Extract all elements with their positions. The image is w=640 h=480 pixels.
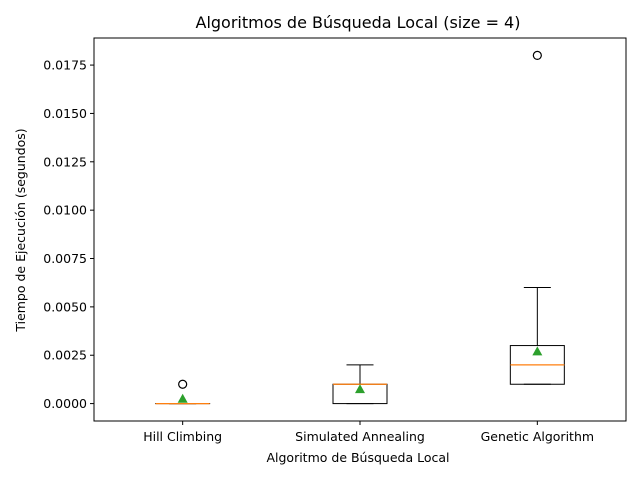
x-axis-label: Algoritmo de Búsqueda Local: [266, 450, 449, 465]
y-tick-label: 0.0175: [43, 58, 87, 73]
y-axis-label: Tiempo de Ejecución (segundos): [13, 128, 28, 332]
y-tick-label: 0.0025: [43, 348, 87, 363]
outlier-point: [532, 50, 542, 61]
y-tick-label: 0.0100: [43, 203, 87, 218]
chart-title: Algoritmos de Búsqueda Local (size = 4): [196, 13, 521, 32]
x-tick-label: Genetic Algorithm: [481, 429, 594, 444]
mean-marker: [355, 384, 365, 394]
mean-marker: [532, 346, 543, 356]
y-tick-label: 0.0125: [43, 154, 87, 169]
axes-frame: [93, 37, 627, 422]
x-tick-label: Hill Climbing: [143, 429, 222, 444]
plot-area: 0.0000 0.0025 0.0050 0.0075 0.0100 0.0125 0.01…: [43, 37, 627, 444]
y-tick-label: 0.0150: [43, 106, 87, 121]
y-tick-label: 0.0050: [43, 299, 87, 314]
y-tick-label: 0.0075: [43, 251, 87, 266]
y-tick-label: 0.0000: [43, 396, 87, 411]
x-tick-label: Simulated Annealing: [295, 429, 425, 444]
outlier-point: [178, 379, 188, 389]
mean-marker: [177, 393, 188, 403]
